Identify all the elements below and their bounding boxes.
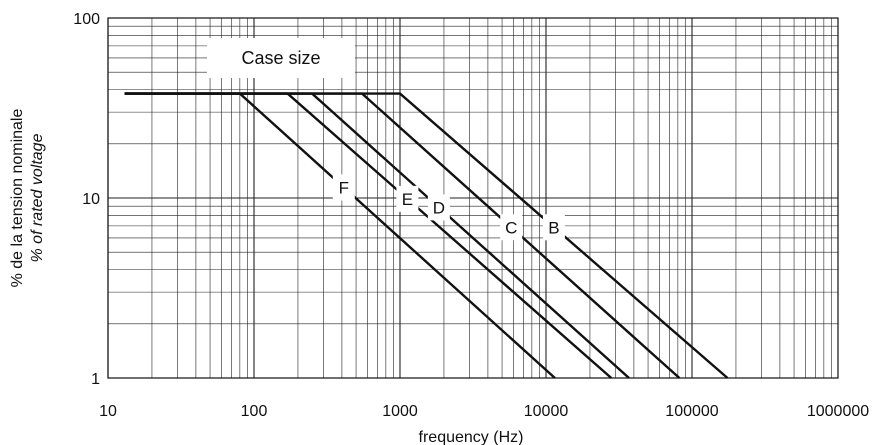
x-tick-label: 10000 — [524, 403, 569, 420]
series-label-b: B — [548, 218, 559, 237]
series-label-d: D — [433, 198, 445, 217]
x-tick-label: 100 — [241, 403, 268, 420]
series-label-bg-f — [332, 174, 355, 201]
x-tick-label: 1000 — [382, 403, 418, 420]
series-label-e: E — [402, 190, 413, 209]
plot-frame — [107, 17, 839, 379]
x-axis-label: frequency (Hz) — [419, 429, 524, 445]
y-tick-label: 100 — [73, 11, 100, 28]
series-label-c: C — [505, 218, 517, 237]
series-label-f: F — [339, 178, 349, 197]
y-axis-label-italic: % of rated voltage — [29, 133, 46, 262]
case-size-background — [207, 38, 355, 78]
x-tick-label: 100000 — [665, 403, 718, 420]
x-tick-label: 10 — [99, 403, 117, 420]
y-axis-label: % de la tension nominale — [9, 109, 26, 288]
series-line-c — [124, 92, 681, 379]
case-size-label: Case size — [241, 48, 320, 68]
x-tick-label: 1000000 — [807, 403, 869, 420]
y-tick-label: 10 — [82, 191, 100, 208]
series-labels: B C D E F — [332, 174, 565, 241]
y-tick-label: 1 — [91, 371, 100, 388]
series-lines — [124, 92, 729, 379]
series-line-b — [124, 92, 729, 379]
series-label-bg-c — [500, 214, 523, 241]
series-label-bg-b — [542, 214, 565, 241]
series-line-e — [124, 92, 613, 379]
x-tick-labels: 10 100 1000 10000 100000 1000000 — [99, 403, 869, 420]
series-line-f — [124, 92, 556, 379]
y-tick-labels: 1 10 100 — [73, 11, 100, 388]
case-size-box: Case size — [207, 38, 355, 78]
series-label-bg-e — [396, 185, 419, 212]
series-label-bg-d — [427, 194, 450, 221]
